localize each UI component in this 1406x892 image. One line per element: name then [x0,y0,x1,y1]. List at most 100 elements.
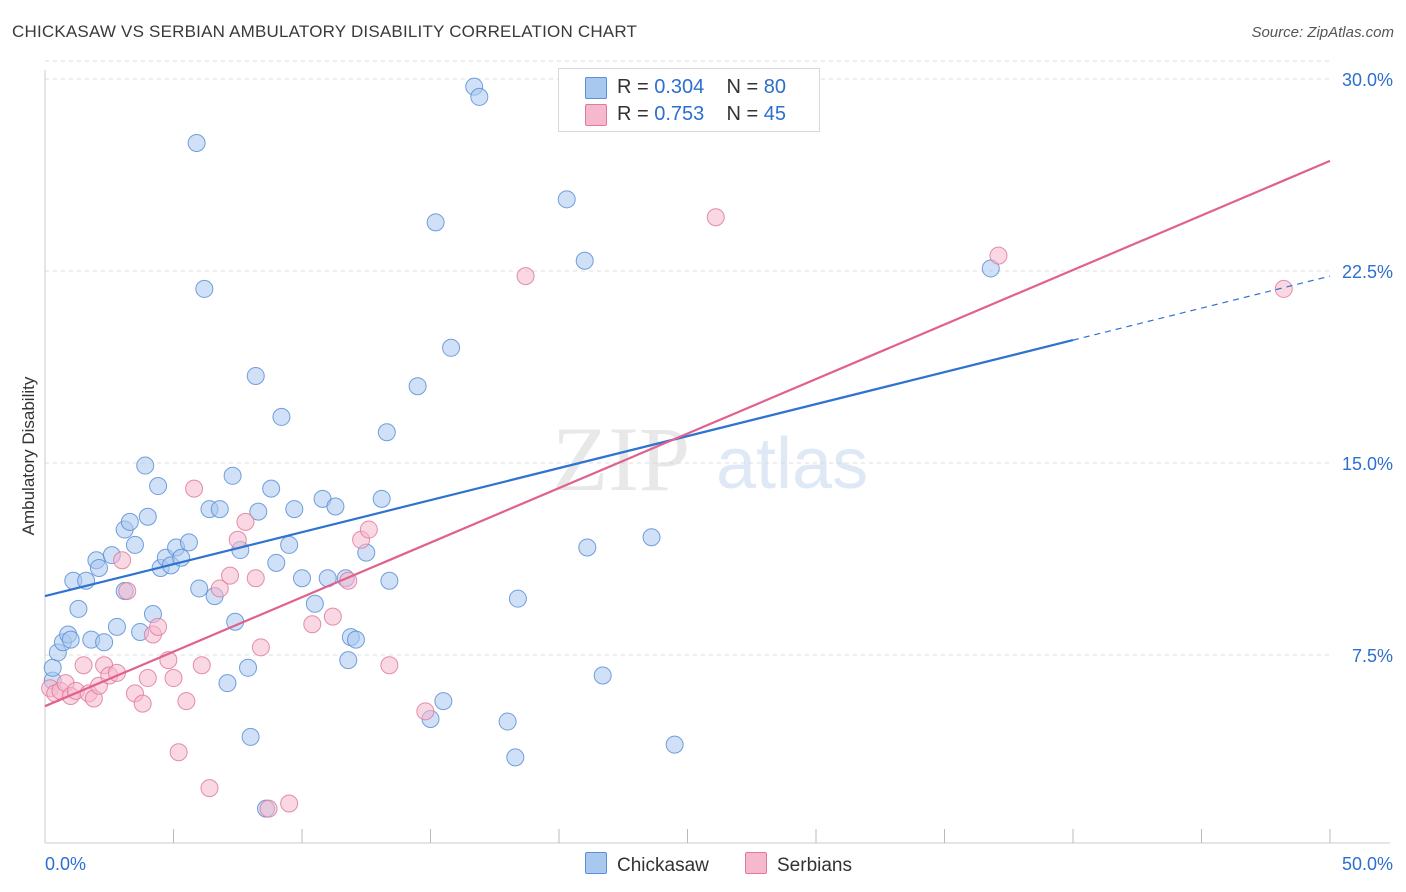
chickasaw-point [339,651,358,670]
x-tick-label-min: 0.0% [45,854,86,874]
serbians-point [303,615,322,634]
legend-n-value: 45 [763,103,787,125]
chickasaw-point [138,507,157,526]
chickasaw-point [305,594,324,613]
serbians-point [259,799,278,818]
serbians-point [192,656,211,675]
chickasaw-point [285,500,304,519]
chickasaw-point [267,553,286,572]
chickasaw-point [187,134,206,152]
trendlines [44,159,1331,708]
chickasaw-point [272,407,291,426]
watermark: ZIP atlas [552,408,868,510]
chickasaw-point [210,500,229,519]
serbians-point [251,638,270,657]
legend-r-label: R = [617,103,649,125]
x-tick-label-max: 50.0% [1342,854,1393,874]
bottom-legend-label-chickasaw: Chickasaw [617,855,709,876]
data-points [41,77,1293,818]
chickasaw-point [136,456,155,475]
chickasaw-point [470,87,489,106]
chickasaw-point [442,338,461,357]
chickasaw-trendline-extension [1072,275,1331,341]
chickasaw-point [506,748,525,767]
chickasaw-point [593,666,612,685]
serbians-point [380,656,399,675]
chickasaw-point [239,658,258,677]
serbians-point [989,246,1008,265]
correlation-legend: R = 0.304 N = 80 R = 0.753 N = 45 [558,68,820,132]
chickasaw-point [326,497,345,516]
chickasaw-trendline [44,339,1074,598]
bottom-legend-swatch-serbians [745,852,767,874]
chickasaw-point [125,535,144,554]
serbians-point [210,579,229,598]
chickasaw-point [223,466,242,485]
serbians-point [416,702,435,721]
y-axis-title: Ambulatory Disability [19,376,38,535]
serbians-point [185,479,204,498]
legend-n-value: 80 [763,76,787,98]
watermark-atlas: atlas [716,424,868,504]
chickasaw-point [190,579,209,598]
chickasaw-point [346,630,365,649]
chickasaw-point [557,190,576,209]
watermark-zip: ZIP [552,408,690,510]
gridlines [45,60,1330,656]
chickasaw-point [665,735,684,754]
bottom-legend-swatch-chickasaw [585,852,607,874]
chickasaw-point [434,692,453,711]
legend-r-label: R = [617,76,649,98]
serbians-point [169,743,188,762]
chickasaw-point [508,589,527,608]
chickasaw-point [426,213,445,232]
chickasaw-point [280,535,299,554]
chickasaw-point [120,512,139,531]
chart-title: CHICKASAW VS SERBIAN AMBULATORY DISABILI… [12,22,638,41]
legend-n-label: N = [726,76,759,98]
serbians-point [149,617,168,636]
serbians-point [113,551,132,570]
legend-r-value: 0.304 [654,76,705,98]
bottom-legend-serbians: Serbians [745,852,852,877]
serbians-point [138,669,157,688]
bottom-legend-label-serbians: Serbians [777,855,852,876]
serbians-point [359,520,378,539]
chickasaw-point [218,674,237,693]
serbians-point [177,692,196,711]
serbians-point [323,607,342,626]
bottom-legend-chickasaw: Chickasaw [585,852,709,877]
chickasaw-point [107,617,126,636]
chickasaw-point [89,558,108,577]
chickasaw-point [578,538,597,557]
serbians-point [133,694,152,713]
chickasaw-point [372,489,391,508]
chickasaw-point [179,533,198,552]
chickasaw-point [262,479,281,498]
chickasaw-point [95,633,114,652]
legend-r-value: 0.753 [654,103,705,125]
legend-swatch-serbians [585,104,607,126]
serbians-point [118,582,137,600]
chickasaw-point [43,658,62,677]
chickasaw-point [69,599,88,618]
serbians-point [246,569,265,588]
serbians-point [236,512,255,531]
source-label: Source: ZipAtlas.com [1251,24,1394,41]
y-tick-label: 15.0% [1342,454,1393,474]
chickasaw-point [246,366,265,385]
chickasaw-point [380,571,399,590]
serbians-point [74,656,93,675]
serbians-point [706,208,725,227]
chickasaw-point [377,423,396,442]
chickasaw-point [61,630,80,649]
chickasaw-point [249,502,268,521]
chickasaw-point [408,377,427,396]
legend-n-label: N = [726,103,759,125]
chickasaw-point [293,569,311,588]
chickasaw-point [195,279,214,298]
serbians-point [164,669,183,688]
chickasaw-point [149,477,168,496]
serbians-point [221,566,240,585]
chickasaw-point [642,528,661,547]
